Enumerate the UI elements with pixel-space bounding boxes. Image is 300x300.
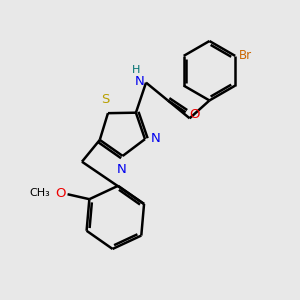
Text: N: N bbox=[134, 75, 144, 88]
Text: N: N bbox=[117, 163, 127, 176]
Text: S: S bbox=[101, 93, 109, 106]
Text: Br: Br bbox=[239, 50, 252, 62]
Text: CH₃: CH₃ bbox=[29, 188, 50, 198]
Text: O: O bbox=[55, 187, 66, 200]
Text: H: H bbox=[132, 65, 140, 75]
Text: O: O bbox=[190, 108, 200, 121]
Text: N: N bbox=[151, 132, 161, 145]
